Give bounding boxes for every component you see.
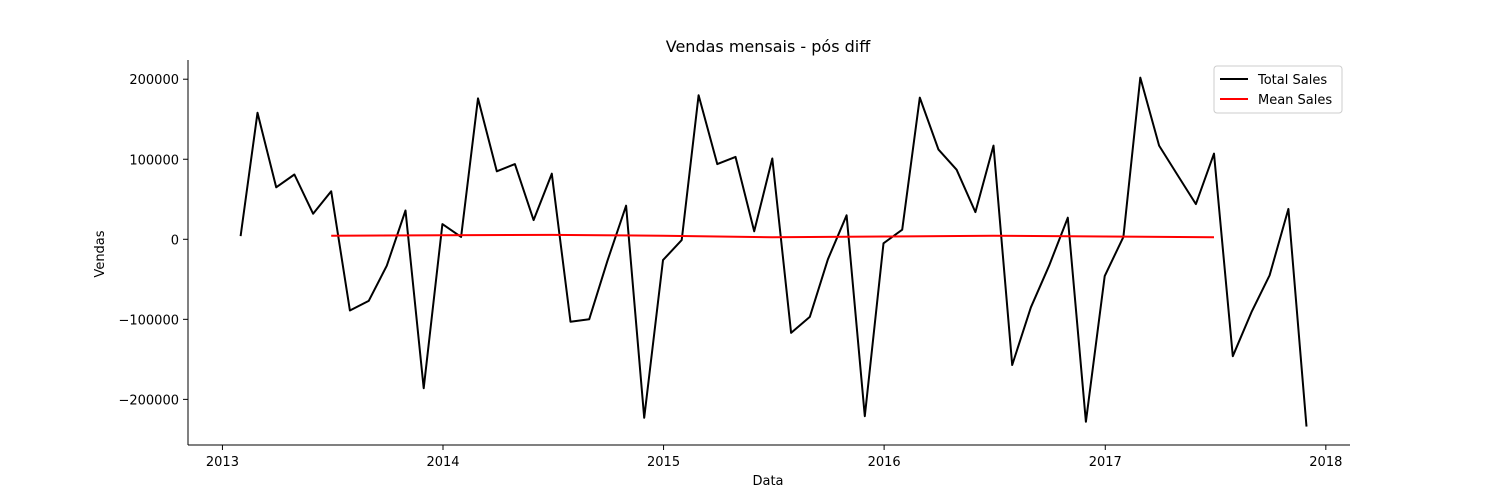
y-tick-label: 200000 bbox=[129, 73, 179, 88]
x-tick-label: 2017 bbox=[1089, 455, 1122, 470]
y-tick-label: −100000 bbox=[118, 313, 179, 328]
y-axis: −200000 −100000 0 100000 200000 bbox=[118, 60, 189, 445]
x-tick-label: 2016 bbox=[868, 455, 901, 470]
plot-area bbox=[239, 76, 1308, 427]
series-line-mean-sales bbox=[331, 233, 1215, 239]
y-tick-label: −200000 bbox=[118, 393, 179, 408]
y-tick-label: 100000 bbox=[129, 153, 179, 168]
series-line-total-sales bbox=[239, 76, 1308, 427]
y-tick-label: 0 bbox=[171, 233, 179, 248]
y-axis-title: Vendas bbox=[93, 230, 108, 277]
x-tick-label: 2014 bbox=[426, 455, 459, 470]
legend-label-total-sales: Total Sales bbox=[1257, 73, 1327, 88]
x-axis-title: Data bbox=[752, 474, 783, 489]
chart-title: Vendas mensais - pós diff bbox=[666, 37, 871, 56]
legend: Total Sales Mean Sales bbox=[1213, 65, 1343, 114]
x-tick-label: 2018 bbox=[1309, 455, 1342, 470]
legend-box bbox=[1213, 65, 1343, 114]
x-tick-label: 2013 bbox=[206, 455, 239, 470]
legend-label-mean-sales: Mean Sales bbox=[1258, 93, 1332, 108]
x-axis: 2013 2014 2015 2016 2017 2018 bbox=[188, 444, 1350, 470]
x-tick-label: 2015 bbox=[647, 455, 680, 470]
